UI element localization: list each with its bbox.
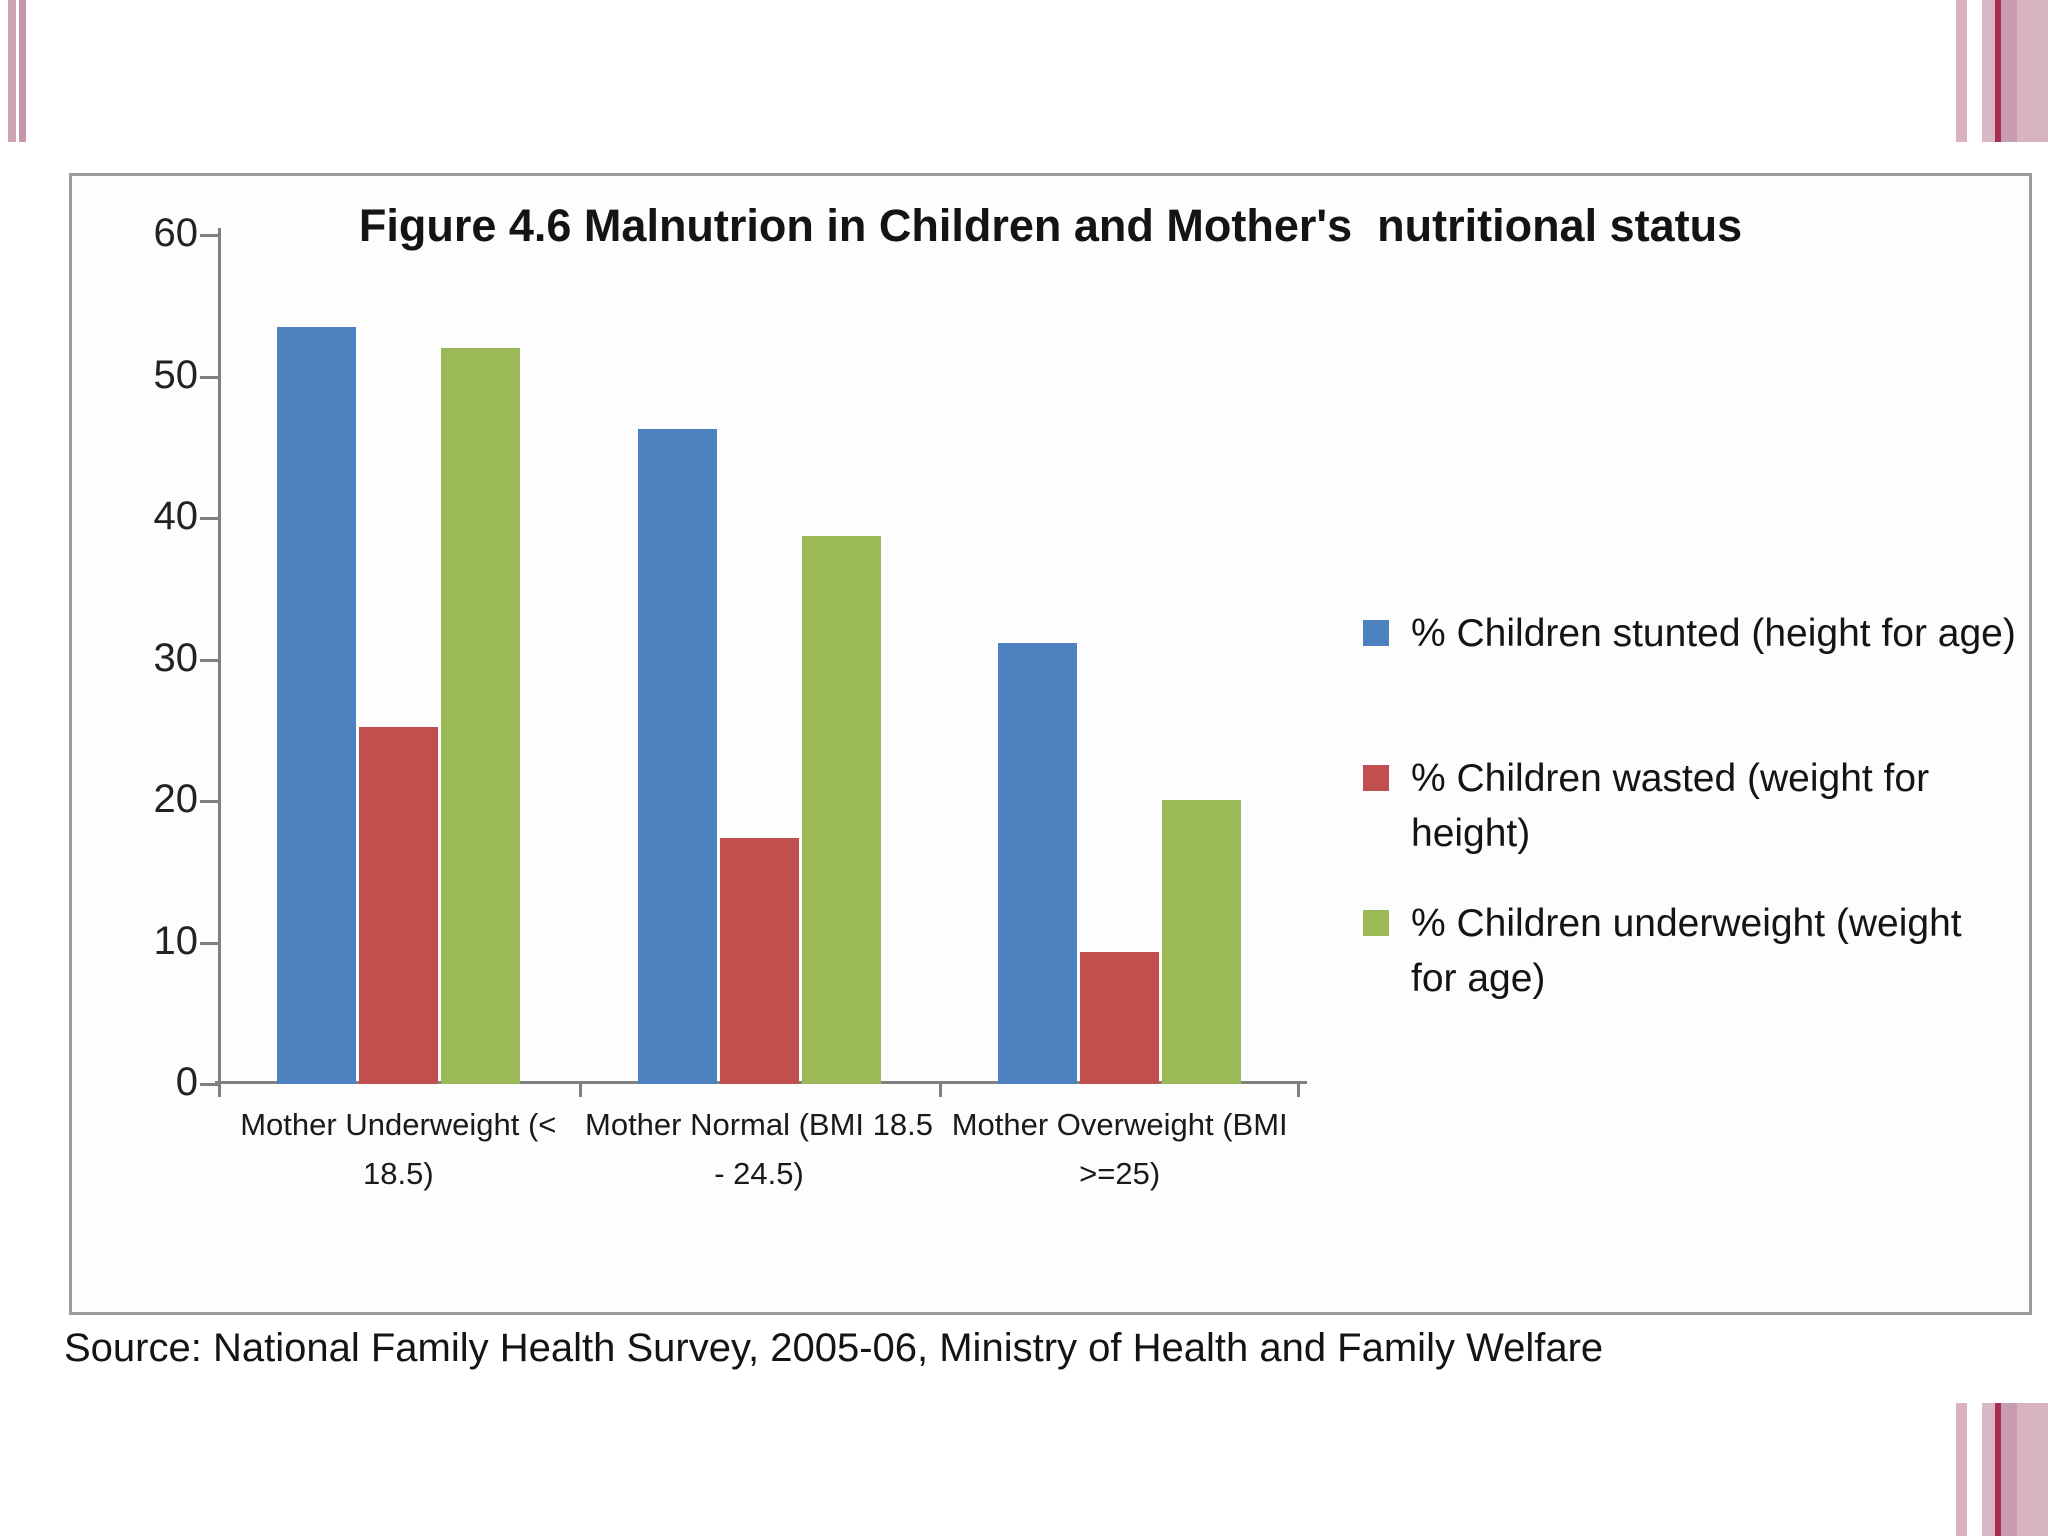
plot-area [218,235,1300,1084]
legend-item: % Children underweight (weight for age) [1363,896,1962,1006]
category-label-line: - 24.5) [714,1156,804,1191]
bar-group [579,235,940,1084]
legend-swatch [1363,765,1389,791]
bar [998,642,1078,1084]
legend-item: % Children wasted (weight for height) [1363,751,1929,861]
legend-label-line: % Children stunted (height for age) [1411,612,2016,655]
stripe-band [1982,0,2048,142]
stripe-bar [19,0,26,142]
bar [637,428,717,1084]
x-tick-mark [939,1084,943,1097]
bar [719,837,799,1084]
bar-group [218,235,579,1084]
bar [276,326,356,1084]
legend-item: % Children stunted (height for age) [1363,606,2016,661]
stripe-band [1982,1403,2048,1536]
y-tick-label: 0 [175,1060,198,1104]
category-label-line: Mother Underweight (< [240,1107,557,1142]
y-tick-mark [200,800,218,803]
y-tick-mark [200,658,218,662]
category-label-line: >=25) [1079,1156,1161,1191]
bar [1162,799,1242,1084]
y-tick-label: 60 [153,211,199,255]
chart-panel: Figure 4.6 Malnutrion in Children and Mo… [69,173,2032,1315]
legend-swatch [1363,620,1389,646]
y-tick-label: 30 [153,635,199,680]
legend-label-line: % Children wasted (weight for [1411,757,1930,800]
bar-group [939,235,1300,1084]
y-tick-mark [200,375,218,379]
category-label: Mother Normal (BMI 18.5 - 24.5) [579,1100,940,1198]
y-tick-label: 10 [153,918,199,963]
y-tick-mark [200,234,218,237]
y-tick-label: 20 [153,777,199,821]
bar [1080,952,1160,1084]
category-label: Mother Overweight (BMI >=25) [939,1100,1300,1198]
y-tick-mark [200,1083,218,1086]
bar [358,727,438,1084]
y-axis-line [218,228,221,1087]
y-axis-labels: 0 10 20 30 40 50 60 [72,211,199,1104]
x-tick-mark [578,1084,582,1097]
x-tick-mark [1297,1084,1300,1097]
legend-label: % Children stunted (height for age) [1411,606,2016,661]
stripe-bar [1956,0,1967,142]
bar [440,348,520,1084]
y-tick-label: 40 [153,494,199,538]
legend-swatch [1363,910,1389,936]
category-label: Mother Underweight (< 18.5) [218,1100,579,1198]
y-tick-mark [200,517,218,520]
bar [801,536,881,1084]
y-tick-mark [200,941,218,945]
stripe-bar [1956,1403,1967,1536]
legend-label-line: for age) [1411,957,1546,1000]
y-tick-label: 50 [153,352,199,397]
x-axis-ticks [218,1084,1300,1097]
legend-label-line: % Children underweight (weight [1411,902,1962,945]
category-label-line: Mother Overweight (BMI [951,1107,1288,1142]
legend-label: % Children wasted (weight for height) [1411,751,1929,861]
x-axis-category-labels: Mother Underweight (< 18.5) Mother Normal … [218,1100,1300,1198]
source-line: Source: National Family Health Survey, 2… [64,1326,1604,1370]
legend-label: % Children underweight (weight for age) [1411,896,1962,1006]
category-label-line: Mother Normal (BMI 18.5 [585,1107,933,1142]
chart-title: Figure 4.6 Malnutrion in Children and Mo… [358,200,1743,251]
stripe-bar [8,0,16,142]
y-axis-ticks [200,234,218,1086]
legend-label-line: height) [1411,812,1531,855]
x-tick-mark [218,1084,221,1097]
category-label-line: 18.5) [363,1156,434,1191]
